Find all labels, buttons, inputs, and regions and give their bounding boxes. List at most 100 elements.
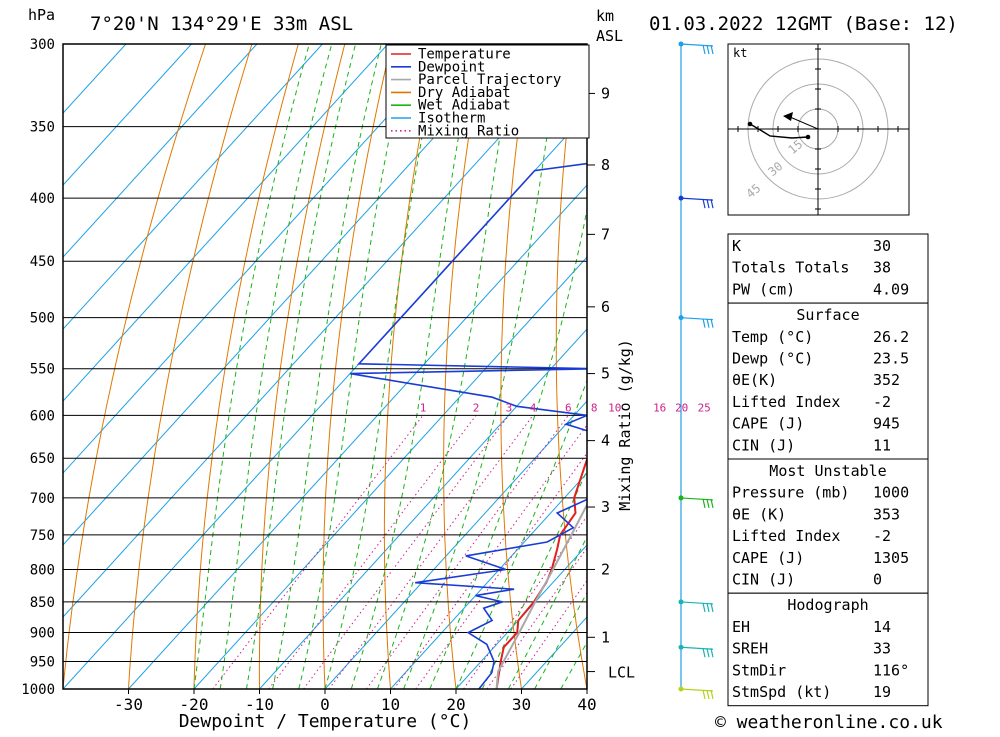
stats-value: 14 [873, 618, 891, 636]
isotherm-line [0, 44, 191, 689]
stats-value: 0 [873, 571, 882, 589]
pressure-tick-label: 300 [30, 37, 55, 53]
stats-block-title: Hodograph [787, 596, 868, 614]
wind-barb [679, 495, 714, 508]
pressure-tick-label: 900 [30, 626, 55, 642]
pressure-tick-label: 350 [30, 120, 55, 136]
mixing-ratio-label: 20 [675, 401, 688, 414]
pressure-tick-label: 750 [30, 528, 55, 544]
wind-barb-feather [703, 199, 705, 208]
stats-block-title: Most Unstable [769, 462, 886, 480]
stats-value: 1305 [873, 549, 909, 567]
height-tick-label: 9 [601, 84, 610, 102]
hodograph-unit: kt [733, 46, 747, 60]
dry-adiabat-line [948, 44, 1000, 689]
mixing-ratio-line [366, 415, 568, 689]
stats-value: 26.2 [873, 328, 909, 346]
wind-barb [679, 42, 714, 55]
pressure-tick-labels: 3003504004505005506006507007508008509009… [21, 37, 55, 698]
stats-value: 11 [873, 436, 891, 454]
hodograph-point [748, 122, 753, 127]
wind-barb-feather [707, 648, 709, 657]
mixing-ratio-axis-label: Mixing Ratio (g/kg) [616, 339, 634, 511]
isotherm-line [0, 44, 519, 689]
stats-label: Totals Totals [732, 259, 849, 277]
pressure-tick-label: 800 [30, 562, 55, 578]
mixing-ratio-line [511, 415, 704, 689]
stats-value: 352 [873, 371, 900, 389]
mixing-ratio-label: 25 [698, 401, 711, 414]
pressure-tick-label: 700 [30, 491, 55, 507]
dry-adiabat-line [384, 44, 437, 689]
wind-barb-feather [703, 499, 705, 508]
mixing-ratio-label: 2 [473, 401, 480, 414]
height-tick-label: 4 [601, 432, 610, 450]
isotherm-line [63, 44, 650, 689]
pressure-tick-label: 450 [30, 254, 55, 270]
stats-label: θE (K) [732, 505, 786, 523]
wind-barb-feather [703, 690, 705, 699]
hodograph-point [806, 135, 811, 140]
x-tick-label: 40 [577, 695, 596, 714]
wet-adiabat-line [299, 44, 410, 689]
dry-adiabat-line [556, 44, 587, 689]
stats-value: 38 [873, 259, 891, 277]
stats-value: 23.5 [873, 350, 909, 368]
dry-adiabat-line [995, 44, 1000, 689]
pressure-tick-label: 1000 [21, 682, 55, 698]
stats-value: 353 [873, 505, 900, 523]
stats-label: CIN (J) [732, 436, 795, 454]
pressure-tick-label: 850 [30, 595, 55, 611]
wet-adiabat-line [325, 44, 440, 689]
stats-label: SREH [732, 640, 768, 658]
mixing-ratio-label: 4 [530, 401, 537, 414]
location-title: 7°20'N 134°29'E 33m ASL [90, 13, 353, 35]
wind-barb-feather [707, 499, 709, 508]
wind-barb-feather [707, 319, 709, 328]
wind-barb-shaft [681, 602, 713, 604]
x-tick-label: -30 [114, 695, 143, 714]
stats-value: 1000 [873, 484, 909, 502]
wind-barb-shaft [681, 198, 713, 200]
pressure-tick-label: 600 [30, 408, 55, 424]
mixing-ratio-label: 16 [653, 401, 666, 414]
pressure-tick-label: 550 [30, 362, 55, 378]
wind-barb-shaft [681, 498, 713, 500]
mixing-ratio-label: 1 [420, 401, 427, 414]
pressure-tick-label: 400 [30, 191, 55, 207]
height-tick-label: 5 [601, 365, 610, 383]
wind-barb [679, 315, 714, 328]
stats-label: CAPE (J) [732, 415, 804, 433]
isotherm-line [0, 44, 388, 689]
height-tick-label: 3 [601, 498, 610, 516]
dry-adiabat-line [662, 44, 718, 689]
dry-adiabat-line [63, 44, 206, 689]
wet-adiabat-line [194, 44, 309, 689]
height-unit-km: km [596, 7, 614, 25]
wind-barb-shaft [681, 318, 713, 320]
height-tick-label: 8 [601, 156, 610, 174]
wind-barb-shaft [681, 647, 713, 649]
stats-value: 945 [873, 415, 900, 433]
stats-value: 30 [873, 237, 891, 255]
lcl-label: LCL [608, 664, 635, 682]
wind-barb [679, 599, 714, 612]
wind-barb-feather [703, 648, 705, 657]
stats-label: StmSpd (kt) [732, 683, 831, 701]
height-tick-label: 7 [601, 225, 610, 243]
wind-barb-feather [707, 199, 709, 208]
stats-value: 33 [873, 640, 891, 658]
stats-label: CIN (J) [732, 571, 795, 589]
stats-block-title: Surface [796, 306, 859, 324]
mixing-ratio-label: 6 [565, 401, 572, 414]
wind-barb [679, 687, 714, 700]
datetime-title: 01.03.2022 12GMT (Base: 12) [649, 13, 958, 35]
height-tick-label: 1 [601, 628, 610, 646]
stats-label: Lifted Index [732, 527, 840, 545]
stats-label: Dewp (°C) [732, 350, 813, 368]
pressure-tick-label: 650 [30, 451, 55, 467]
